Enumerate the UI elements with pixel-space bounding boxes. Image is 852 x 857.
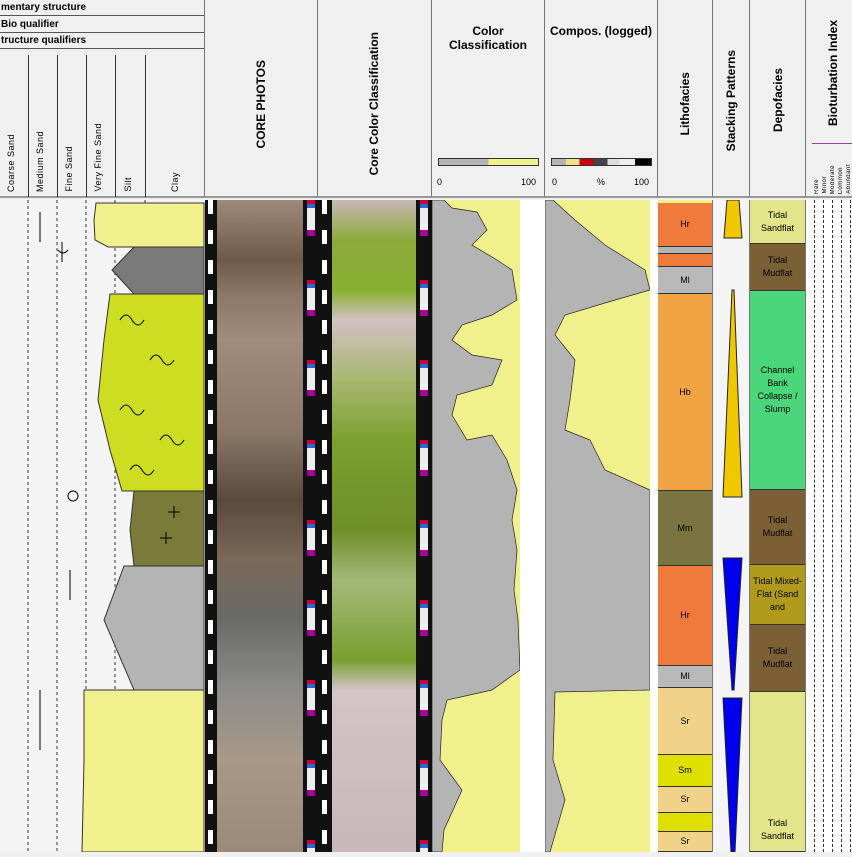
grain-coarse-sand: Coarse Sand [6,133,16,192]
bioturbation-level-rare: Rare [814,178,820,194]
lithofacies-block: Sr [658,832,712,852]
color-classification-header: Color Classification 0 100 [432,0,545,198]
core-photo-image [217,200,303,852]
color-classification-legend [438,158,539,166]
lithofacies-block: Ml [658,267,712,294]
scale-min: 0 [437,177,443,187]
lithofacies-header: Lithofacies [658,0,713,198]
core-photos-header: CORE PHOTOS [205,0,318,198]
core-photos-title: CORE PHOTOS [254,60,268,149]
color-classification-curve [431,199,545,853]
core-color-track [318,200,432,852]
scale-max: 100 [633,177,649,187]
lithofacies-block: Sr [658,688,712,755]
grain-size-track [0,200,205,853]
bioturbation-level-minor: Minor [822,176,828,194]
lithofacies-block [658,813,712,832]
depofacies-block: Tidal Sandflat [750,200,805,244]
lithofacies-block: Hr [658,566,712,666]
coarsening-upward-triangle [722,697,743,853]
lithology-profile [27,200,205,853]
bioturbation-level-common: Common [838,166,844,194]
sedimentology-header: mentary structure Bio qualifier tructure… [0,0,205,198]
structure-qualifiers-row: tructure qualifiers [0,33,204,49]
fining-upward-triangle [722,289,743,498]
compos-curve [544,199,658,853]
depofacies-block: Tidal Mudflat [750,244,805,291]
lithofacies-block [658,254,712,267]
grain-fine-sand: Fine Sand [64,146,74,192]
depofacies-title: Depofacies [771,68,785,133]
color-classification-title: Color Classification [448,24,528,52]
sedimentary-structure-row: mentary structure [0,0,204,16]
core-color-header: Core Color Classification [318,0,432,198]
stacking-title: Stacking Patterns [724,50,738,152]
grain-very-fine-sand: Very Fine Sand [93,123,103,192]
lithofacies-track: Hr Ml Hb Mm Hr Ml Sr Sm Sr Sr [658,200,713,852]
core-film-strip [208,200,213,852]
lithofacies-block: Sm [658,755,712,787]
lithofacies-block [658,247,712,254]
core-photos-track [205,200,318,852]
core-color-title: Core Color Classification [367,32,381,176]
coarsening-upward-triangle [722,557,743,691]
fining-upward-triangle [723,199,743,239]
depofacies-track: Tidal Sandflat Tidal Mudflat Channel Bank … [750,200,806,852]
color-classification-track [431,199,545,853]
color-chart-strip [420,200,428,852]
lithofacies-block: Hb [658,294,712,491]
bioturbation-level-abundant: Abundant [846,164,852,194]
bioturbation-header: Bioturbation Index Rare Minor Moderate Comm… [806,0,852,198]
depofacies-block: Tidal Mudflat [750,625,805,692]
lithofacies-block: Sr [658,787,712,813]
grain-clay: Clay [170,171,180,192]
compos-track [544,199,658,853]
lithofacies-block: Hr [658,203,712,247]
bio-qualifier-row: Bio qualifier [0,17,204,33]
lithofacies-title: Lithofacies [678,72,692,136]
scale-min: 0 [552,177,558,187]
bioturbation-track [806,200,852,852]
scale-max: 100 [520,177,536,187]
grain-medium-sand: Medium Sand [35,130,45,192]
lithofacies-block: Ml [658,666,712,688]
core-color-image [332,200,416,852]
scale-unit: % [597,177,606,187]
grain-silt: Silt [123,177,133,192]
depofacies-block: Tidal Sandflat [750,692,805,852]
stacking-header: Stacking Patterns [713,0,750,198]
core-film-strip [322,200,327,852]
depofacies-block: Tidal Mixed-Flat (Sand and [750,565,805,625]
depofacies-block: Channel Bank Collapse / Slump [750,291,805,490]
compos-title: Compos. (logged) [550,24,652,38]
compos-legend [551,158,652,166]
bioturbation-title: Bioturbation Index [826,20,840,126]
stacking-patterns [722,199,743,853]
bioturbation-level-moderate: Moderate [830,164,836,194]
color-chart-strip [307,200,315,852]
depofacies-block: Tidal Mudflat [750,490,805,565]
lithofacies-block: Mm [658,491,712,566]
stacking-track [713,199,750,853]
compos-header: Compos. (logged) 0 % 100 [545,0,658,198]
depofacies-header: Depofacies [750,0,806,198]
